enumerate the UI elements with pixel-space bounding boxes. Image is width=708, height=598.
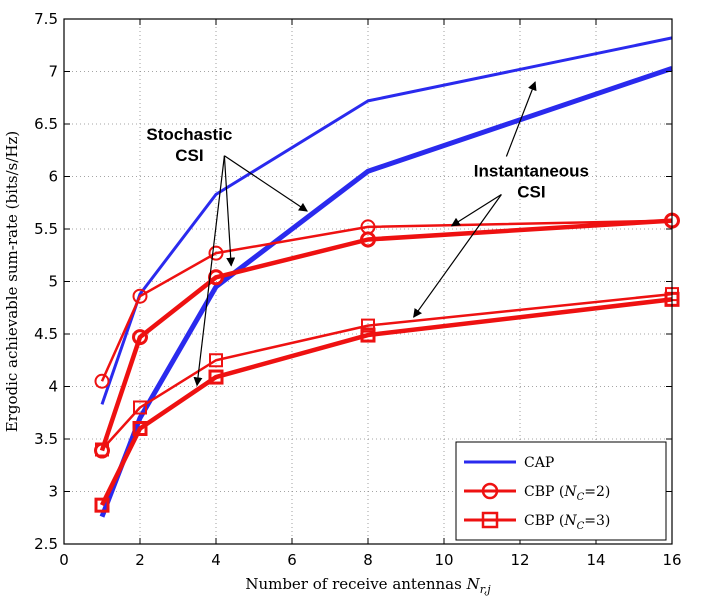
- x-axis-label: Number of receive antennas Nr,j: [245, 575, 491, 596]
- y-tick-label: 6.5: [34, 115, 58, 133]
- annotation-arrow: [450, 193, 502, 227]
- annotation-line: CSI: [517, 183, 545, 202]
- y-tick-label: 3.5: [34, 430, 58, 448]
- annotation-line: Instantaneous: [474, 162, 589, 181]
- data-point: [132, 421, 148, 436]
- x-axis-label-symbol: N: [466, 575, 481, 593]
- x-tick-label: 2: [135, 551, 145, 569]
- series-line: [100, 219, 673, 382]
- legend-label: CBP (NC=2): [524, 484, 610, 503]
- x-tick-label: 10: [434, 551, 453, 569]
- x-tick-label: 14: [586, 551, 605, 569]
- data-point: [94, 497, 110, 513]
- data-point: [208, 369, 224, 385]
- y-tick-label: 5: [48, 273, 58, 291]
- data-point: [208, 245, 224, 261]
- annotation-arrow: [505, 81, 537, 157]
- legend-label: CBP (NC=3): [524, 513, 610, 532]
- x-tick-label: 4: [211, 551, 221, 569]
- annotation-line: Stochastic: [146, 125, 232, 144]
- series-line: [101, 292, 673, 451]
- annotation-arrow: [413, 194, 502, 318]
- data-point: [95, 442, 109, 457]
- annotation-arrow: [224, 155, 308, 212]
- x-tick-label: 16: [662, 551, 681, 569]
- x-axis-label-subscript: r,j: [480, 583, 492, 596]
- data-point: [360, 327, 376, 343]
- data-point: [133, 400, 147, 415]
- y-axis-label: Ergodic achievable sum-rate (bits/s/Hz): [3, 131, 21, 433]
- x-axis-label-text: Number of receive antennas: [245, 575, 462, 593]
- axis-ticks: 0 2 4 6 8 10 12 14 16 2.5 3 3.5 4 4.5 5 5.5 6 6.5 7 7.5: [34, 10, 681, 569]
- data-point: [360, 231, 376, 248]
- data-point: [361, 318, 375, 333]
- y-tick-label: 3: [48, 483, 58, 501]
- x-tick-label: 8: [363, 551, 373, 569]
- data-point: [209, 353, 223, 368]
- annotation-stochastic: Stochastic CSI: [146, 125, 232, 165]
- x-tick-label: 12: [510, 551, 529, 569]
- y-tick-label: 5.5: [34, 220, 58, 238]
- data-point: [94, 373, 110, 389]
- series-line: [99, 297, 673, 507]
- series-group: [94, 36, 680, 518]
- annotation-arrow: [223, 155, 236, 267]
- x-tick-label: 6: [287, 551, 297, 569]
- legend-label: CAP: [524, 455, 554, 471]
- data-point: [132, 329, 148, 346]
- legend: CAP CBP (NC=2) CBP (NC=3): [455, 441, 667, 541]
- annotation-group: Stochastic CSI Instantaneous CSI: [146, 81, 589, 387]
- y-tick-label: 6: [48, 168, 58, 186]
- series-line: [100, 36, 673, 405]
- annotation-arrow: [193, 155, 225, 387]
- annotation-instantaneous: Instantaneous CSI: [474, 162, 589, 202]
- legend-marker: [481, 482, 499, 500]
- y-tick-label: 2.5: [34, 535, 58, 553]
- legend-marker: [481, 511, 499, 529]
- data-point: [132, 288, 148, 304]
- series-line: [99, 218, 673, 452]
- x-tick-label: 0: [59, 551, 69, 569]
- y-tick-label: 4: [48, 378, 58, 396]
- y-tick-label: 7: [48, 63, 58, 81]
- annotation-line: CSI: [175, 146, 203, 165]
- y-tick-label: 4.5: [34, 325, 58, 343]
- y-tick-label: 7.5: [34, 10, 58, 28]
